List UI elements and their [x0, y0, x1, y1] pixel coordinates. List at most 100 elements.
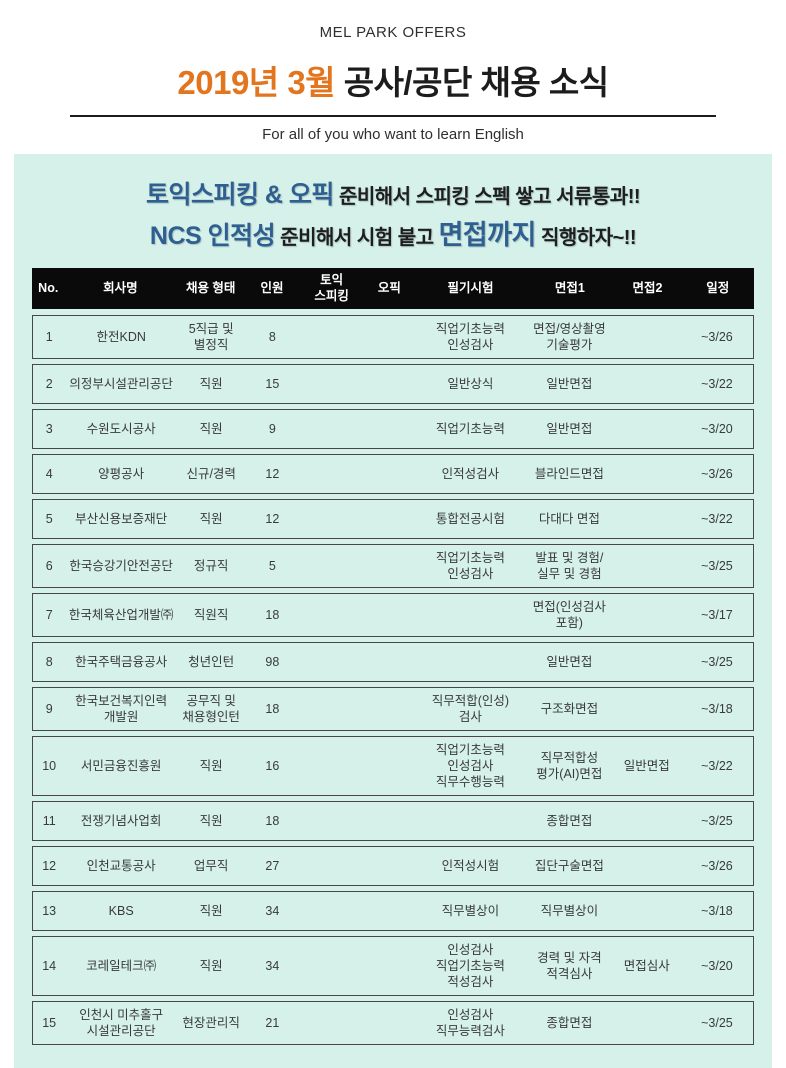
- cell-no: 9: [45, 702, 53, 716]
- promo-banner: 토익스피킹 & 오픽 준비해서 스피킹 스펙 쌓고 서류통과!! NCS 인적성…: [32, 171, 754, 268]
- promo-line1-highlight: 토익스피킹 & 오픽: [145, 181, 334, 209]
- cell-hire_type: 직원: [199, 512, 223, 526]
- cell-headcount: 98: [265, 655, 280, 669]
- cell-no: 1: [45, 330, 53, 344]
- cell-company: 수원도시공사: [86, 422, 156, 436]
- title-highlight: 2019년 3월: [177, 64, 336, 101]
- cell-toeic_speaking: [299, 657, 364, 667]
- cell-written_test: [415, 816, 527, 826]
- cell-opic: [364, 906, 414, 916]
- title-rest: 공사/공단 채용 소식: [335, 64, 609, 101]
- cell-written_test: 일반상식: [447, 377, 494, 391]
- cell-opic: [364, 1018, 414, 1028]
- table-row: 10 서민금융진흥원 직원 16 직업기초능력 인성검사 직무수행능력 직무적합성 평가(…: [32, 736, 754, 796]
- cell-schedule: ~3/22: [701, 512, 733, 526]
- cell-company: 코레일테크㈜: [86, 959, 157, 973]
- cell-schedule: ~3/22: [701, 759, 733, 773]
- cell-hire_type: 신규/경력: [186, 467, 236, 481]
- cell-headcount: 27: [265, 859, 280, 873]
- promo-line-1: 토익스피킹 & 오픽 준비해서 스피킹 스펙 쌓고 서류통과!!: [32, 177, 754, 215]
- cell-interview2: [613, 424, 681, 434]
- cell-company: 양평공사: [98, 467, 145, 481]
- cell-interview1: 면접/영상촬영 기술평가: [533, 322, 606, 352]
- cell-toeic_speaking: [299, 561, 364, 571]
- cell-no: 8: [45, 655, 53, 669]
- cell-company: 인천교통공사: [86, 859, 156, 873]
- column-header: 오픽: [377, 280, 401, 295]
- cell-headcount: 18: [265, 702, 280, 716]
- cell-headcount: 34: [265, 959, 280, 973]
- column-header: 토익 스피킹: [314, 272, 349, 303]
- cell-schedule: ~3/25: [701, 559, 733, 573]
- table-row: 4 양평공사 신규/경력 12 인적성검사 블라인드면접 ~3/26: [32, 454, 754, 494]
- cell-toeic_speaking: [299, 704, 364, 714]
- cell-schedule: ~3/25: [701, 1016, 733, 1030]
- cell-no: 3: [45, 422, 53, 436]
- cell-opic: [364, 561, 414, 571]
- cell-company: 한국체육산업개발㈜: [68, 608, 174, 622]
- column-header: 일정: [706, 280, 730, 295]
- table-row: 11 전쟁기념사업회 직원 18 종합면접 ~3/25: [32, 801, 754, 841]
- cell-interview1: 면접(인성검사 포함): [532, 600, 606, 630]
- cell-interview1: 일반면접: [546, 655, 593, 669]
- page-title: 2019년 3월 공사/공단 채용 소식: [0, 56, 786, 104]
- content-card: 토익스피킹 & 오픽 준비해서 스피킹 스펙 쌓고 서류통과!! NCS 인적성…: [14, 154, 772, 1068]
- cell-toeic_speaking: [299, 1018, 364, 1028]
- cell-toeic_speaking: [299, 610, 364, 620]
- cell-toeic_speaking: [299, 761, 364, 771]
- table-row: 15 인천시 미추홀구 시설관리공단 현장관리직 21 인성검사 직무능력검사 종합면접 ~…: [32, 1001, 754, 1045]
- cell-hire_type: 정규직: [193, 559, 229, 573]
- cell-interview1: 집단구술면접: [534, 859, 604, 873]
- table-row: 1 한전KDN 5직급 및 별정직 8 직업기초능력 인성검사 면접/영상촬영 기술평가 ~…: [32, 315, 754, 359]
- cell-no: 13: [42, 904, 57, 918]
- cell-written_test: 직업기초능력: [435, 422, 505, 436]
- cell-toeic_speaking: [299, 861, 364, 871]
- cell-opic: [364, 761, 414, 771]
- cell-interview2: 면접심사: [623, 959, 670, 973]
- cell-opic: [364, 610, 414, 620]
- cell-hire_type: 5직급 및 별정직: [188, 322, 234, 352]
- cell-headcount: 18: [265, 814, 280, 828]
- cell-written_test: 직업기초능력 인성검사: [435, 322, 505, 352]
- cell-schedule: ~3/25: [701, 655, 733, 669]
- cell-interview1: 구조화면접: [540, 702, 599, 716]
- cell-company: 의정부시설관리공단: [69, 377, 173, 391]
- cell-headcount: 8: [268, 330, 276, 344]
- title-divider: [70, 115, 716, 117]
- cell-schedule: ~3/18: [701, 702, 733, 716]
- cell-company: 서민금융진흥원: [80, 759, 162, 773]
- cell-toeic_speaking: [299, 906, 364, 916]
- cell-interview2: [613, 704, 681, 714]
- cell-interview1: 종합면접: [546, 814, 593, 828]
- table-header-row: No. 회사명 채용 형태 인원 토익 스피킹 오픽 필기시험 면접1 면접2 일정: [32, 268, 754, 309]
- cell-hire_type: 직원: [199, 759, 223, 773]
- cell-no: 4: [45, 467, 53, 481]
- cell-opic: [364, 961, 414, 971]
- cell-company: 인천시 미추홀구 시설관리공단: [79, 1008, 164, 1038]
- table-row: 14 코레일테크㈜ 직원 34 인성검사 직업기초능력 적성검사 경력 및 자격 적격심사…: [32, 936, 754, 996]
- cell-no: 11: [42, 814, 56, 828]
- cell-opic: [364, 469, 414, 479]
- table-body: 1 한전KDN 5직급 및 별정직 8 직업기초능력 인성검사 면접/영상촬영 기술평가 ~…: [32, 315, 754, 1045]
- column-header: 면접2: [632, 280, 663, 295]
- cell-no: 2: [45, 377, 53, 391]
- cell-opic: [364, 332, 414, 342]
- cell-interview2: [613, 469, 681, 479]
- cell-no: 5: [45, 512, 53, 526]
- cell-written_test: 인성검사 직업기초능력 적성검사: [435, 943, 505, 989]
- cell-no: 6: [45, 559, 53, 573]
- cell-hire_type: 직원직: [193, 608, 229, 622]
- cell-interview2: [613, 861, 681, 871]
- cell-interview1: 일반면접: [546, 377, 593, 391]
- cell-company: KBS: [108, 904, 134, 918]
- cell-headcount: 34: [265, 904, 280, 918]
- cell-toeic_speaking: [299, 424, 364, 434]
- table-row: 6 한국승강기안전공단 정규직 5 직업기초능력 인성검사 발표 및 경험/ 실무 및 경…: [32, 544, 754, 588]
- cell-interview1: 다대다 면접: [538, 512, 600, 526]
- cell-written_test: 인적성시험: [441, 859, 500, 873]
- cell-schedule: ~3/26: [701, 859, 733, 873]
- cell-no: 15: [42, 1016, 57, 1030]
- cell-no: 10: [42, 759, 57, 773]
- cell-toeic_speaking: [299, 469, 364, 479]
